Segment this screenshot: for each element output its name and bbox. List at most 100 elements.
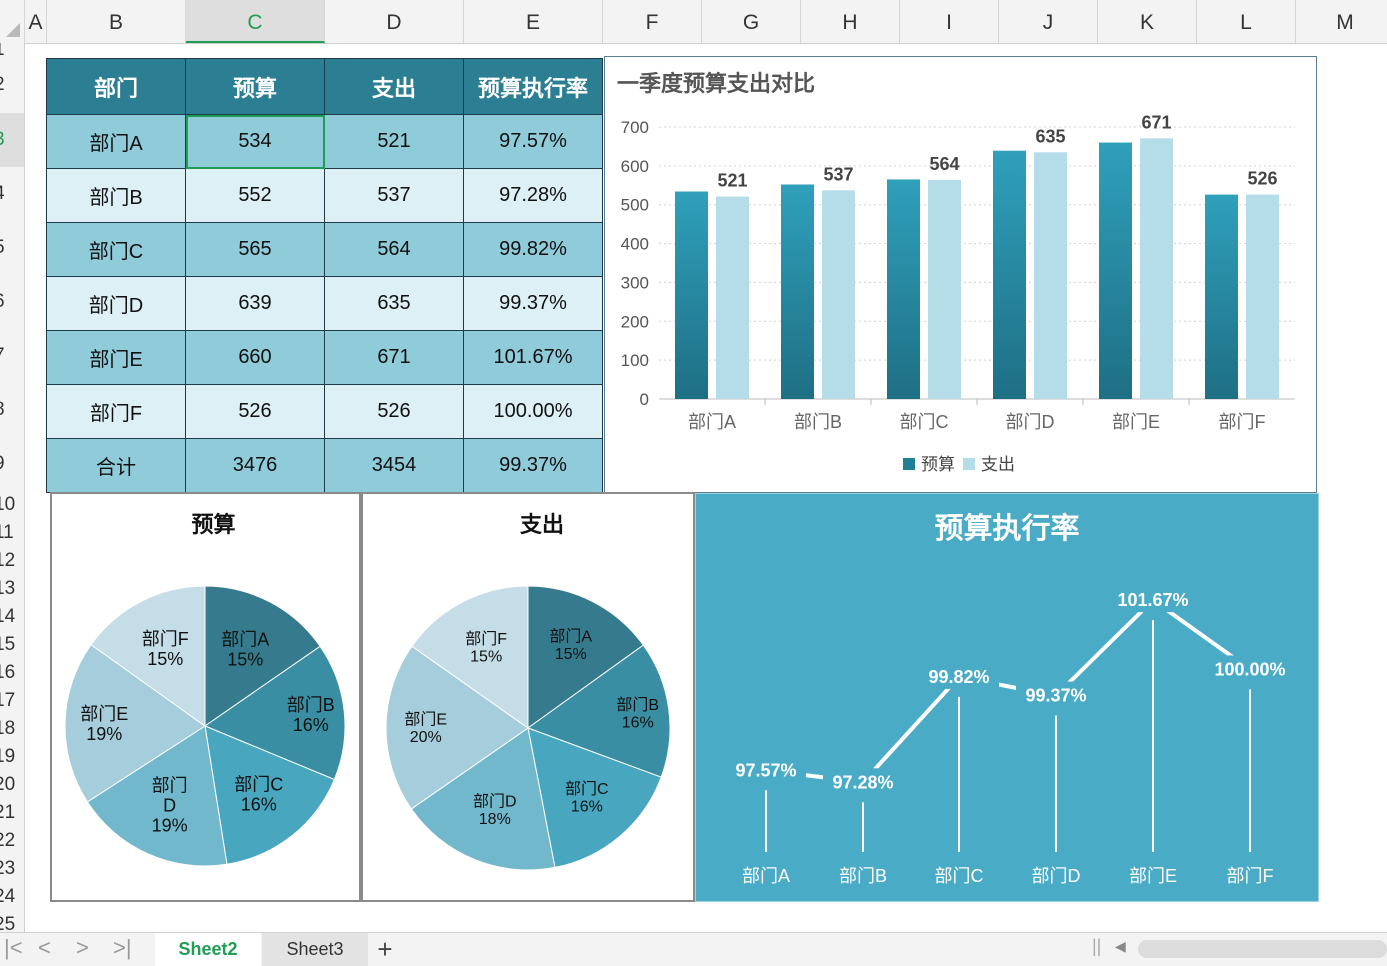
table-cell[interactable]: 526 <box>324 384 464 439</box>
table-cell[interactable]: 部门B <box>46 168 186 223</box>
horizontal-scrollbar[interactable] <box>1138 940 1387 958</box>
row-header-19[interactable]: 19 <box>0 746 16 767</box>
table-cell[interactable]: 99.82% <box>463 222 603 277</box>
budget-bar <box>993 150 1026 399</box>
table-cell[interactable]: 97.57% <box>463 114 603 169</box>
row-header-21[interactable]: 21 <box>0 802 16 823</box>
table-cell[interactable]: 部门C <box>46 222 186 277</box>
row-header-5[interactable]: 5 <box>0 221 24 275</box>
split-handle-icon[interactable]: || <box>1092 936 1102 956</box>
header-cell-dept[interactable]: 部门 <box>46 58 186 115</box>
table-cell[interactable]: 564 <box>324 222 464 277</box>
pie-data-label: 部门F <box>142 629 189 649</box>
column-header-g[interactable]: G <box>702 0 801 43</box>
table-cell[interactable]: 99.37% <box>463 438 603 493</box>
row-header-16[interactable]: 16 <box>0 662 16 683</box>
column-header-a[interactable]: A <box>25 0 47 43</box>
add-sheet-button[interactable]: + <box>377 934 393 964</box>
header-cell-spend[interactable]: 支出 <box>324 58 464 115</box>
column-header-d[interactable]: D <box>325 0 464 43</box>
column-header-c[interactable]: C <box>186 0 325 43</box>
column-header-f[interactable]: F <box>603 0 702 43</box>
rate-chart-object[interactable]: 预算执行率 97.57% 部门A 97.28% 部门B 99.82% 部门C 99.37% 部门… <box>695 493 1319 902</box>
table-cell[interactable]: 部门E <box>46 330 186 385</box>
row-header-22[interactable]: 22 <box>0 830 16 851</box>
table-cell[interactable]: 3476 <box>185 438 325 493</box>
next-sheet-icon[interactable]: > <box>76 935 89 960</box>
spend-bar <box>716 196 749 399</box>
row-header-14[interactable]: 14 <box>0 606 16 627</box>
table-cell[interactable]: 97.28% <box>463 168 603 223</box>
table-cell[interactable]: 565 <box>185 222 325 277</box>
x-tick-label: 部门D <box>1032 866 1081 886</box>
table-total-row: 合计 3476 3454 99.37% <box>46 438 603 493</box>
table-cell[interactable]: 537 <box>324 168 464 223</box>
table-cell[interactable]: 3454 <box>324 438 464 493</box>
row-header-9[interactable]: 9 <box>0 437 24 491</box>
table-cell[interactable]: 101.67% <box>463 330 603 385</box>
table-row: 部门C 565 564 99.82% <box>46 222 603 277</box>
column-header-k[interactable]: K <box>1098 0 1197 43</box>
column-header-i[interactable]: I <box>900 0 999 43</box>
table-cell[interactable]: 671 <box>324 330 464 385</box>
table-cell[interactable]: 521 <box>324 114 464 169</box>
y-tick-label: 400 <box>621 235 649 254</box>
row-header-8[interactable]: 8 <box>0 383 24 437</box>
table-cell[interactable]: 526 <box>185 384 325 439</box>
prev-sheet-icon[interactable]: < <box>38 935 51 960</box>
table-cell[interactable]: 部门D <box>46 276 186 331</box>
tab-sheet2[interactable]: Sheet2 <box>155 933 261 966</box>
spend-pie-chart-object[interactable]: 支出 部门A 15% 部门B 16% 部门C 16% 部门D 18% 部门E 20% 部门F 15% <box>361 492 695 902</box>
tab-sheet3[interactable]: Sheet3 <box>262 933 368 966</box>
pie-slice <box>527 727 662 869</box>
header-cell-rate[interactable]: 预算执行率 <box>463 58 603 115</box>
table-cell[interactable]: 552 <box>185 168 325 223</box>
row-header-3[interactable]: 3 <box>0 113 24 167</box>
column-header-h[interactable]: H <box>801 0 900 43</box>
row-header-10[interactable]: 10 <box>0 494 16 515</box>
column-header-l[interactable]: L <box>1197 0 1296 43</box>
column-header-m[interactable]: M <box>1296 0 1387 43</box>
column-header-j[interactable]: J <box>999 0 1098 43</box>
rate-line <box>765 597 1252 785</box>
row-header-18[interactable]: 18 <box>0 718 16 739</box>
row-header-4[interactable]: 4 <box>0 167 24 221</box>
row-header-12[interactable]: 12 <box>0 550 16 571</box>
row-header-23[interactable]: 23 <box>0 858 16 879</box>
column-header-e[interactable]: E <box>464 0 603 43</box>
budget-bar <box>1099 142 1132 399</box>
spend-data-label: 564 <box>929 154 959 174</box>
budget-pie-chart-object[interactable]: 预算 部门A 15% 部门B 16% 部门C 16% 部门 D 19% 部门E 19% 部门F 15% <box>50 492 361 902</box>
table-cell[interactable]: 99.37% <box>463 276 603 331</box>
row-header-17[interactable]: 17 <box>0 690 16 711</box>
row-header-11[interactable]: 11 <box>0 522 14 543</box>
table-row: 部门A 534 521 97.57% <box>46 114 603 169</box>
table-cell[interactable]: 合计 <box>46 438 186 493</box>
last-sheet-icon[interactable]: >| <box>113 935 132 960</box>
bar-chart: 一季度预算支出对比 0 100 200 300 400 500 600 700 521 部门A 537… <box>617 71 1295 474</box>
table-cell[interactable]: 639 <box>185 276 325 331</box>
scroll-left-icon[interactable]: ◀ <box>1115 938 1126 954</box>
row-header-6[interactable]: 6 <box>0 275 24 329</box>
select-all-corner[interactable] <box>0 0 25 43</box>
bar-chart-object[interactable]: 一季度预算支出对比 0 100 200 300 400 500 600 700 521 部门A 537… <box>604 56 1317 493</box>
row-header-20[interactable]: 20 <box>0 774 16 795</box>
row-header-24[interactable]: 24 <box>0 886 16 907</box>
table-cell[interactable]: 635 <box>324 276 464 331</box>
row-header-2[interactable]: 2 <box>0 57 24 113</box>
table-cell[interactable]: 部门A <box>46 114 186 169</box>
table-cell[interactable]: 100.00% <box>463 384 603 439</box>
row-header-25[interactable]: 25 <box>0 914 16 932</box>
legend-swatch-spend <box>963 458 975 470</box>
row-header-7[interactable]: 7 <box>0 329 24 383</box>
first-sheet-icon[interactable]: |< <box>4 935 23 960</box>
row-header-15[interactable]: 15 <box>0 634 16 655</box>
table-cell[interactable]: 660 <box>185 330 325 385</box>
header-cell-budget[interactable]: 预算 <box>185 58 325 115</box>
row-header-13[interactable]: 13 <box>0 578 16 599</box>
selected-cell[interactable]: 534 <box>185 114 325 169</box>
row-header-1[interactable]: 1 <box>0 43 24 59</box>
table-cell[interactable]: 部门F <box>46 384 186 439</box>
column-header-b[interactable]: B <box>47 0 186 43</box>
data-label-bg <box>1016 681 1096 708</box>
